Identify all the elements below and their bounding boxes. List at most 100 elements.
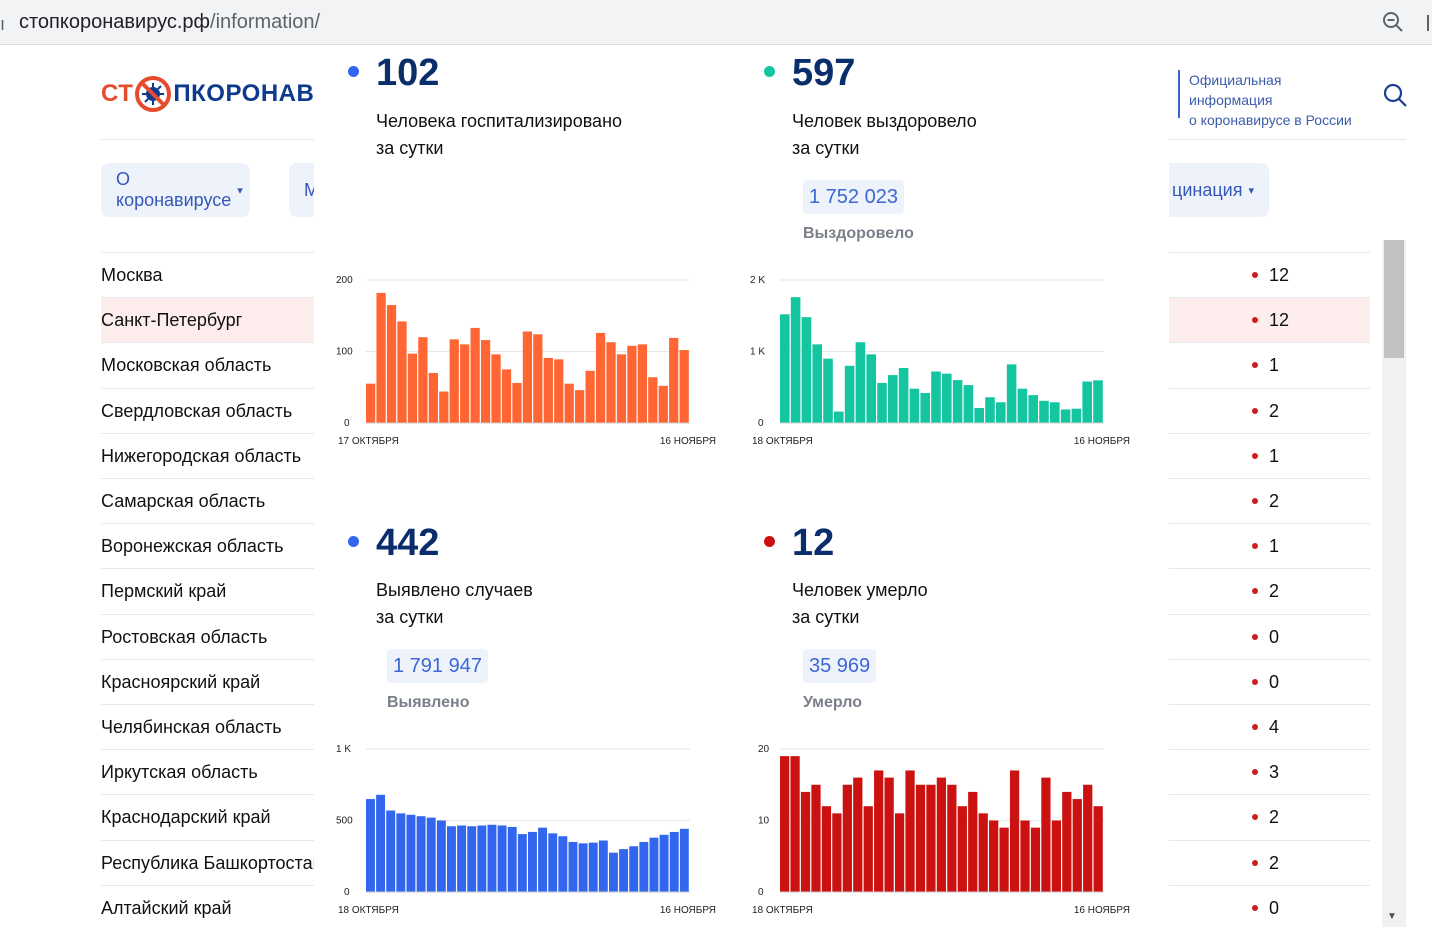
chart-bar[interactable]	[376, 794, 386, 892]
chart-bar[interactable]	[1009, 770, 1020, 892]
chart-bar[interactable]	[386, 305, 397, 423]
chart-bar[interactable]	[989, 820, 999, 893]
chart-bar[interactable]	[947, 784, 957, 892]
chart-bar[interactable]	[629, 846, 639, 892]
chart-bar[interactable]	[877, 382, 887, 423]
chart-bar[interactable]	[996, 402, 1006, 423]
chart-bar[interactable]	[497, 825, 507, 892]
chart-bar[interactable]	[866, 354, 876, 423]
chart-bar[interactable]	[491, 354, 501, 423]
chart-bar[interactable]	[1072, 799, 1082, 892]
chart-bar[interactable]	[974, 407, 984, 423]
chart-bar[interactable]	[1028, 395, 1038, 423]
chart-bar[interactable]	[598, 840, 608, 892]
chart-bar[interactable]	[834, 411, 844, 423]
chart-bar[interactable]	[679, 828, 689, 892]
chart-bar[interactable]	[844, 365, 855, 423]
chart-bar[interactable]	[522, 331, 533, 423]
chart-bar[interactable]	[558, 836, 568, 892]
chart-bar[interactable]	[648, 377, 658, 423]
chart-bar[interactable]	[548, 833, 558, 892]
chart-bar[interactable]	[931, 371, 941, 423]
chart-bar[interactable]	[627, 345, 637, 423]
chart-bar[interactable]	[416, 816, 426, 892]
chart-bar[interactable]	[658, 385, 668, 423]
chart-bar[interactable]	[884, 777, 894, 892]
chart-bar[interactable]	[407, 353, 418, 423]
chart-bar[interactable]	[842, 784, 852, 892]
chart-bar[interactable]	[855, 342, 866, 423]
chart-bar[interactable]	[952, 380, 963, 423]
chart-bar[interactable]	[366, 383, 376, 423]
chart-bar[interactable]	[428, 372, 438, 423]
chart-bar[interactable]	[812, 344, 822, 423]
chart-bar[interactable]	[1039, 400, 1049, 423]
chart-bar[interactable]	[811, 784, 821, 892]
chart-bar[interactable]	[957, 806, 967, 892]
chart-bar[interactable]	[396, 813, 406, 892]
chart-bar[interactable]	[457, 825, 467, 892]
chart-bar[interactable]	[1030, 827, 1041, 892]
chart-bar[interactable]	[1071, 408, 1082, 423]
chart-bar[interactable]	[606, 342, 616, 423]
chart-bar[interactable]	[470, 327, 480, 423]
chart-bar[interactable]	[936, 777, 947, 892]
chart-bar[interactable]	[1050, 402, 1060, 423]
chart-bar[interactable]	[487, 824, 497, 892]
chart-bar[interactable]	[639, 841, 649, 892]
chart-bar[interactable]	[609, 852, 618, 892]
chart-bar[interactable]	[780, 756, 790, 892]
chart-bar[interactable]	[669, 831, 679, 892]
chart-bar[interactable]	[439, 391, 449, 423]
chart-bar[interactable]	[968, 791, 978, 892]
chart-bar[interactable]	[942, 373, 952, 423]
chart-bar[interactable]	[595, 332, 606, 423]
chart-bar[interactable]	[575, 390, 585, 423]
chart-bar[interactable]	[533, 334, 543, 423]
chart-bar[interactable]	[926, 784, 936, 892]
chart-bar[interactable]	[512, 382, 522, 423]
chart-bar[interactable]	[1082, 381, 1092, 423]
browser-url-bar[interactable]: ı стопкоронавирус.рф/information/	[0, 0, 1432, 45]
chart-bar[interactable]	[376, 292, 386, 423]
chart-bar[interactable]	[619, 849, 629, 892]
chart-bar[interactable]	[1093, 380, 1103, 423]
chart-bar[interactable]	[1006, 364, 1017, 423]
chart-bar[interactable]	[568, 841, 578, 892]
chart-bar[interactable]	[418, 337, 428, 423]
chart-bar[interactable]	[501, 369, 512, 423]
chart-bar[interactable]	[1083, 784, 1093, 892]
scrollbar-thumb[interactable]	[1384, 240, 1404, 358]
nav-about-covid[interactable]: О коронавирусе ▾	[101, 163, 250, 217]
url-text[interactable]: стопкоронавирус.рф/information/	[19, 11, 320, 34]
chart-bar[interactable]	[1020, 820, 1030, 893]
chart-bar[interactable]	[790, 297, 801, 423]
chart-bar[interactable]	[517, 834, 527, 892]
chart-bar[interactable]	[920, 392, 930, 423]
chart-bar[interactable]	[564, 383, 574, 423]
chart-bar[interactable]	[915, 784, 926, 892]
chart-bar[interactable]	[507, 826, 517, 892]
chart-bar[interactable]	[853, 777, 863, 892]
chart-bar[interactable]	[366, 799, 375, 892]
zoom-out-icon[interactable]	[1381, 10, 1405, 34]
chart-bar[interactable]	[397, 321, 407, 423]
chart-bar[interactable]	[999, 827, 1009, 892]
chart-bar[interactable]	[426, 817, 436, 892]
chart-bar[interactable]	[585, 370, 595, 423]
chart-bar[interactable]	[821, 806, 832, 892]
chart-bar[interactable]	[1051, 820, 1061, 893]
chart-bar[interactable]	[1060, 409, 1071, 423]
chart-bar[interactable]	[447, 826, 456, 892]
chart-bar[interactable]	[588, 842, 598, 892]
chart-bar[interactable]	[790, 756, 800, 892]
chart-bar[interactable]	[649, 837, 659, 892]
chart-bar[interactable]	[528, 831, 537, 892]
chart-bar[interactable]	[538, 827, 548, 892]
chart-bar[interactable]	[554, 359, 564, 423]
site-logo[interactable]: СТ ПКОРОНАВИ	[101, 74, 332, 114]
chart-bar[interactable]	[800, 791, 811, 892]
chart-bar[interactable]	[978, 813, 988, 892]
chart-bar[interactable]	[1017, 388, 1028, 423]
chart-bar[interactable]	[460, 344, 470, 423]
